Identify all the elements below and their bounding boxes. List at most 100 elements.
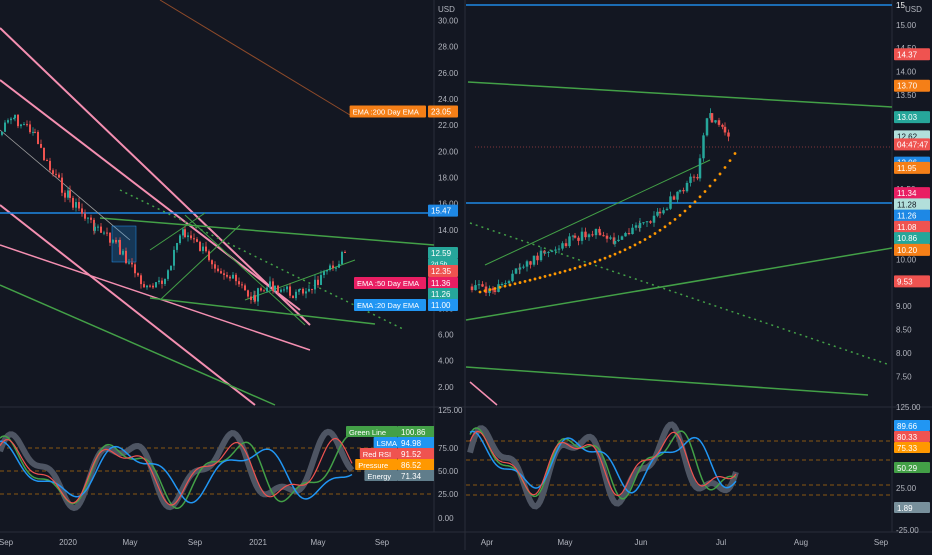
candle-body [602,235,605,237]
ema-label-bg [354,277,426,289]
price-badge [428,204,458,217]
candle-body [119,239,121,255]
price-tick-label: 15.00 [896,21,917,30]
trendline[interactable] [149,297,376,325]
osc-badge-value: 1.89 [897,504,913,513]
candle-body [149,285,151,287]
candle-body [665,208,669,211]
price-badge-value: 11.36 [431,279,451,288]
trendline[interactable] [465,247,893,321]
candle-body [317,279,319,285]
left-osc-legend: Green Line 100.86 LSMA 94.98 Red RSI 91.52 Pre… [346,426,434,481]
candle-body [69,190,71,198]
candle-body [652,215,656,223]
trendline[interactable] [159,224,241,301]
trendline[interactable] [99,217,435,246]
trendline[interactable] [469,381,498,406]
trendline[interactable] [467,81,893,108]
candle-body [286,286,288,290]
candle-body [493,290,497,292]
candle-body [571,235,575,237]
trendline[interactable] [0,27,311,326]
ema-dot [663,225,667,229]
candle-body [685,182,689,192]
osc-legend-value-bg [398,470,434,481]
candle-body [710,113,714,123]
osc-badge [894,462,930,473]
trendline[interactable] [244,259,356,301]
candle-body [208,251,210,261]
trendline[interactable] [484,159,711,266]
trendline[interactable] [465,366,869,396]
osc-legend-value: 91.52 [401,450,422,459]
candle-body [662,210,665,214]
right-trendlines[interactable] [465,4,893,406]
left-time-axis[interactable]: Sep 2020 May Sep 2021 May Sep [0,538,390,547]
candle-body [609,237,612,239]
candle-body [179,235,181,244]
candle-body [17,114,19,127]
candle-body [161,280,163,284]
price-badge-value: 14.37 [897,50,918,59]
ema-dot [728,159,732,163]
left-trendlines[interactable] [0,0,435,406]
candle-body [176,243,178,250]
trendline[interactable] [0,204,256,406]
osc-legend-value-bg [398,459,434,470]
price-badge-value: 10.86 [897,234,918,243]
osc-badge [894,442,930,453]
trendline[interactable] [0,284,276,406]
price-badge [894,232,930,245]
ema-dot [638,240,642,244]
price-badge-value: 11.26 [431,290,451,299]
ema-dot [523,279,527,283]
price-badge-value: 11.08 [897,223,917,232]
ema-dot [603,256,607,260]
trendline[interactable] [0,244,311,351]
trendline[interactable] [0,79,301,311]
candle-body [32,131,34,133]
right-time-axis[interactable]: Apr May Jun Jul Aug Sep [481,538,889,547]
candle-body [10,118,12,121]
trendline[interactable] [159,0,351,116]
price-badge-value: 11.28 [897,200,917,209]
candle-body [106,232,108,234]
dotted-trendline[interactable] [469,222,891,366]
osc-line [0,434,353,510]
trendline[interactable] [0,129,131,241]
candle-body [87,217,89,219]
trendline[interactable] [149,212,206,251]
osc-badge-value: 89.66 [897,422,918,431]
range-box[interactable] [111,225,137,263]
candle-body [143,284,145,288]
candle-body [547,251,550,253]
candle-body [254,295,256,302]
candle-body [329,265,331,270]
price-badge-value: 11.26 [897,212,917,221]
candle-body [146,285,148,288]
candle-body [642,222,645,224]
candle-body [308,288,310,292]
osc-legend-value: 71.34 [401,472,422,481]
candle-body [81,208,83,214]
ema-dot [698,195,702,199]
ema-dot [713,178,717,182]
ema-dot [548,273,552,277]
candle-body [232,274,234,279]
candle-body [100,226,102,233]
ema-dot [543,275,547,278]
trendline[interactable] [184,214,306,326]
candle-body [723,126,727,133]
candle-body [605,235,609,239]
time-tick-label: Apr [481,538,494,547]
left-currency-label: USD [438,5,455,14]
candle-body [220,271,222,274]
candle-body [656,211,659,216]
price-badge [428,265,458,277]
osc-legend-name: Pressure [358,461,388,470]
ema-dot [593,260,597,264]
left-price-badges: EMA :200 Day EMA 23.05 15.47 12.59 2d 5h12.3… [349,105,458,311]
candle-body [612,237,616,244]
candle-body [698,158,702,179]
